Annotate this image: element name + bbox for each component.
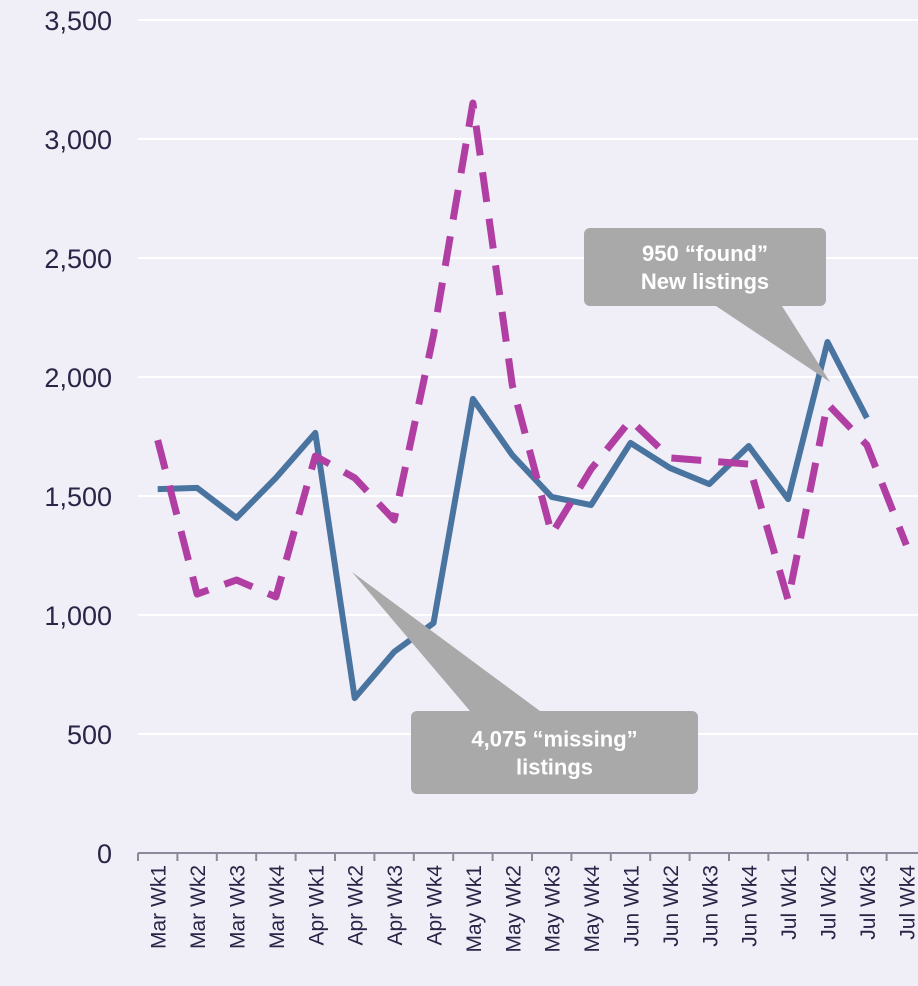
x-tick-label: Mar Wk2 <box>187 865 210 949</box>
annotation: 950 “found” New listings <box>584 228 830 382</box>
x-tick-label: Mar Wk4 <box>266 865 289 949</box>
x-tick-label: Apr Wk1 <box>305 865 328 946</box>
x-tick-label: Mar Wk1 <box>148 865 171 949</box>
callout-box <box>411 711 698 794</box>
x-tick-label: Jun Wk4 <box>739 865 762 947</box>
x-tick-label: May Wk3 <box>542 865 565 953</box>
x-tick-label: Apr Wk3 <box>384 865 407 946</box>
annotation-text: New listings <box>641 269 769 294</box>
x-tick-label: May Wk2 <box>502 865 525 953</box>
y-tick-label: 1,000 <box>44 601 112 631</box>
x-tick-label: Jun Wk3 <box>699 865 722 947</box>
y-tick-label: 3,000 <box>44 125 112 155</box>
y-tick-label: 2,000 <box>44 363 112 393</box>
x-tick-label: Jul Wk1 <box>778 865 801 940</box>
callout-pointer <box>716 306 830 382</box>
y-tick-label: 2,500 <box>44 244 112 274</box>
x-tick-label: Jul Wk2 <box>818 865 841 940</box>
x-tick-label: Jul Wk4 <box>896 865 918 940</box>
x-tick-label: Apr Wk4 <box>424 865 447 946</box>
annotation-text: 4,075 “missing” <box>471 727 637 752</box>
x-tick-label: Jun Wk2 <box>660 865 683 947</box>
x-tick-label: Jul Wk3 <box>857 865 880 940</box>
x-tick-label: Mar Wk3 <box>227 865 250 949</box>
annotation-text: listings <box>516 755 593 780</box>
annotation-text: 950 “found” <box>642 241 768 266</box>
callout-box <box>584 228 826 306</box>
data-line <box>157 339 870 702</box>
x-tick-label: Jun Wk1 <box>621 865 644 947</box>
x-tick-label: May Wk1 <box>463 865 486 953</box>
y-tick-label: 0 <box>97 839 112 869</box>
y-tick-label: 3,500 <box>44 6 112 36</box>
annotation: 4,075 “missing” listings <box>352 572 698 794</box>
x-tick-label: May Wk4 <box>581 865 604 953</box>
data-line <box>154 99 910 604</box>
y-tick-label: 1,500 <box>44 482 112 512</box>
callout-pointer <box>352 572 540 711</box>
y-tick-label: 500 <box>67 720 112 750</box>
x-tick-label: Apr Wk2 <box>345 865 368 946</box>
